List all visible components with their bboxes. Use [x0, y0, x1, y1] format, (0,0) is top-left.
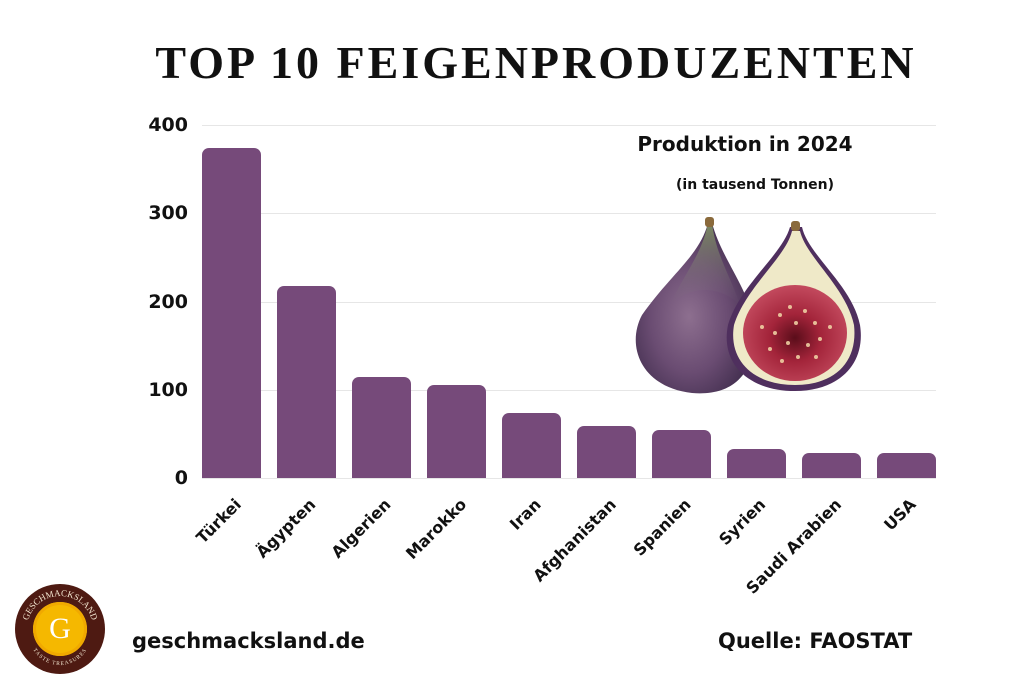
- bar: [352, 377, 411, 478]
- logo-letter: G: [49, 612, 71, 645]
- gridline: [202, 213, 936, 214]
- gridline: [202, 302, 936, 303]
- x-tick-label: Ägypten: [251, 494, 319, 562]
- bar: [652, 430, 711, 478]
- chart-title: TOP 10 FEIGENPRODUZENTEN: [155, 37, 917, 88]
- x-tick-label: USA: [879, 494, 920, 535]
- unit-note: (in tausend Tonnen): [676, 177, 834, 193]
- geschmacksland-logo: GESCHMACKSLAND TASTE TREASURES G: [15, 584, 105, 674]
- y-tick-label: 100: [148, 378, 188, 401]
- gridline: [202, 125, 936, 126]
- y-tick-label: 400: [148, 114, 188, 136]
- bar: [727, 448, 786, 478]
- y-tick-label: 200: [148, 290, 188, 313]
- gridline: [202, 478, 936, 479]
- x-tick-label: Syrien: [714, 494, 769, 549]
- y-tick-label: 0: [174, 467, 188, 489]
- bar: [277, 286, 336, 478]
- bar: [877, 453, 936, 478]
- x-tick-label: Iran: [505, 494, 545, 534]
- x-tick-label: Algerien: [326, 494, 395, 562]
- bar: [427, 385, 486, 478]
- x-tick-label: Marokko: [401, 494, 470, 563]
- website-link[interactable]: geschmacksland.de: [132, 629, 365, 653]
- bar: [202, 147, 261, 478]
- fig-illustration: [630, 215, 870, 395]
- chart-subtitle: Produktion in 2024: [637, 132, 853, 156]
- y-tick-label: 300: [148, 202, 188, 225]
- x-tick-label: Spanien: [629, 494, 695, 560]
- logo-center: G: [33, 602, 87, 656]
- bar: [802, 453, 861, 478]
- gridline: [202, 390, 936, 391]
- x-tick-label: Türkei: [191, 494, 245, 548]
- bar: [502, 412, 561, 478]
- source-note: Quelle: FAOSTAT: [718, 629, 913, 653]
- bar: [577, 425, 636, 478]
